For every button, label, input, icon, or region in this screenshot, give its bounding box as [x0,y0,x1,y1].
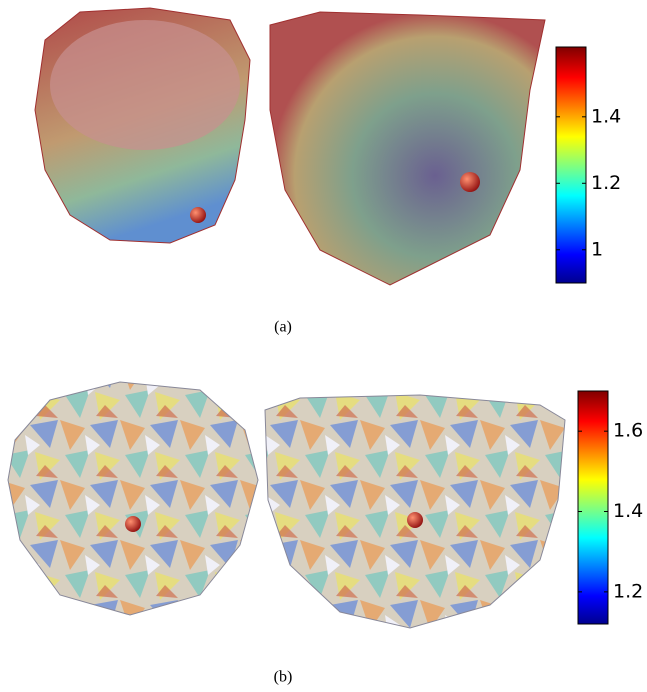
tick-label: 1.4 [591,105,621,127]
surface-render [270,12,545,285]
tick-label: 1.2 [591,172,621,194]
tick-label: 1.2 [613,580,643,602]
marker-sphere [407,512,423,528]
surface-render [8,382,258,615]
marker-sphere [190,207,206,223]
colorbar [578,391,608,624]
surface-render [265,395,565,628]
marker-sphere [125,516,141,532]
panel-caption: (a) [274,319,292,336]
tick-label: 1 [591,238,603,260]
tick-label: 1.4 [613,500,643,522]
colorbar [556,47,586,283]
surface-top [50,20,240,150]
tick-label: 1.6 [613,420,643,442]
panel-caption: (b) [274,669,293,686]
figure: (a) (b) 1 1.2 1.4 1.2 1.4 1.6 [0,0,647,692]
marker-sphere [460,172,480,192]
